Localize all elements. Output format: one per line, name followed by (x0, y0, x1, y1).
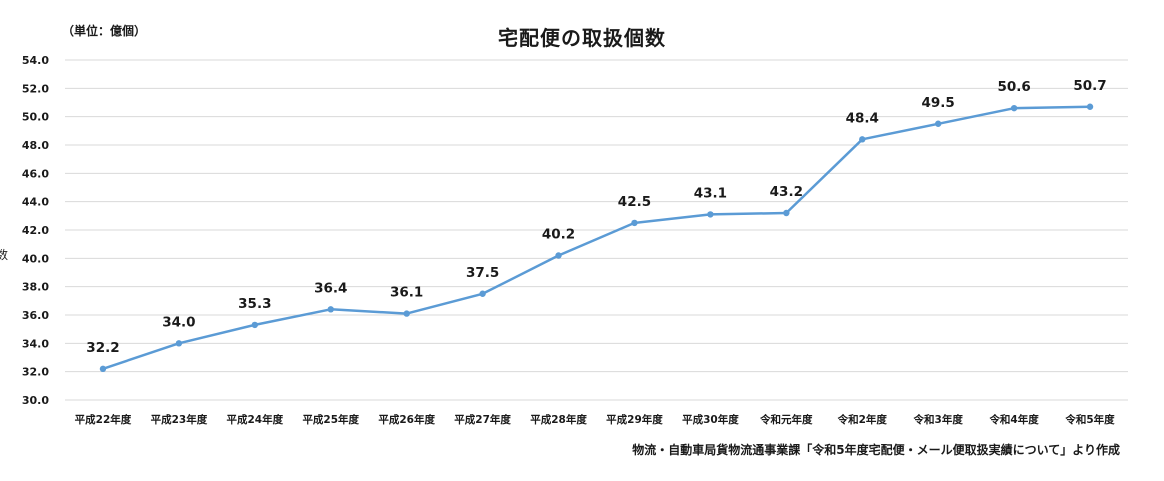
data-point (251, 321, 259, 329)
y-tick-label: 48.0 (22, 139, 49, 152)
x-tick-label: 令和3年度 (913, 413, 964, 426)
y-tick-label: 44.0 (22, 196, 49, 209)
data-point (1086, 103, 1094, 110)
data-point (327, 306, 334, 313)
source-note: 物流・自動車局貨物流通事業課「令和5年度宅配便・メール便取扱実績について」より作… (632, 443, 1120, 457)
chart-title: 宅配便の取扱個数 (498, 26, 666, 50)
x-tick-label: 平成22年度 (75, 413, 132, 426)
x-tick-label: 平成27年度 (454, 413, 511, 426)
data-label: 34.0 (162, 314, 195, 330)
x-tick-label: 平成29年度 (606, 413, 663, 426)
series-line-group (99, 103, 1094, 373)
data-label: 36.1 (390, 285, 423, 301)
data-point (631, 219, 638, 227)
data-label: 50.7 (1073, 78, 1106, 94)
data-point (479, 290, 486, 297)
y-tick-label: 36.0 (22, 309, 49, 322)
y-tick-label: 34.0 (22, 337, 49, 350)
gridlines (65, 59, 1128, 401)
y-tick-label: 52.0 (22, 82, 49, 95)
y-tick-label: 40.0 (22, 252, 49, 265)
data-point (99, 365, 107, 373)
x-tick-label: 平成26年度 (378, 413, 435, 426)
x-tick-label: 平成30年度 (682, 413, 739, 426)
data-label: 43.1 (694, 185, 727, 201)
data-point (555, 252, 562, 259)
data-label: 36.4 (314, 280, 347, 296)
y-tick-label: 32.0 (22, 366, 49, 379)
y-tick-label: 30.0 (22, 394, 49, 407)
x-tick-label: 令和5年度 (1064, 413, 1115, 426)
data-point (175, 340, 183, 347)
data-label: 48.4 (846, 110, 879, 126)
line-chart: 30.0 32.0 34.0 36.0 38.0 40.0 42.0 44.0 46.0 48.0… (22, 54, 1128, 426)
x-tick-label: 令和4年度 (988, 413, 1039, 426)
x-tick-label: 平成25年度 (302, 413, 359, 426)
x-tick-label: 令和元年度 (759, 413, 813, 426)
data-label: 35.3 (238, 296, 271, 312)
data-point (783, 209, 790, 217)
y-tick-label: 50.0 (22, 111, 49, 124)
cropped-text-fragment: 数 (0, 248, 9, 262)
data-point (1010, 104, 1018, 112)
data-label: 40.2 (542, 227, 575, 243)
data-labels: 32.2 34.0 35.3 36.4 36.1 37.5 40.2 42.5 43.1 43.2… (86, 78, 1106, 356)
data-point (934, 120, 942, 127)
data-label: 49.5 (922, 95, 955, 111)
y-tick-label: 46.0 (22, 167, 49, 180)
data-label: 42.5 (618, 194, 651, 210)
data-point (403, 310, 410, 317)
data-point (707, 211, 714, 218)
x-tick-label: 令和2年度 (837, 413, 888, 426)
data-point (859, 136, 866, 143)
data-label: 37.5 (466, 265, 499, 281)
x-tick-label: 平成23年度 (151, 413, 208, 426)
y-tick-label: 38.0 (22, 281, 49, 294)
data-label: 43.2 (770, 184, 803, 200)
unit-label: （単位：億個） (62, 24, 147, 38)
y-axis: 30.0 32.0 34.0 36.0 38.0 40.0 42.0 44.0 46.0 48.0… (22, 54, 49, 407)
y-tick-label: 42.0 (22, 224, 49, 237)
data-label: 32.2 (86, 340, 119, 356)
x-tick-label: 平成28年度 (530, 413, 587, 426)
y-tick-label: 54.0 (22, 54, 49, 67)
x-tick-label: 平成24年度 (227, 413, 284, 426)
data-label: 50.6 (997, 79, 1030, 95)
series-line (102, 105, 1091, 370)
x-axis: 平成22年度 平成23年度 平成24年度 平成25年度 平成26年度 平成27年度 平成28… (75, 413, 1116, 426)
